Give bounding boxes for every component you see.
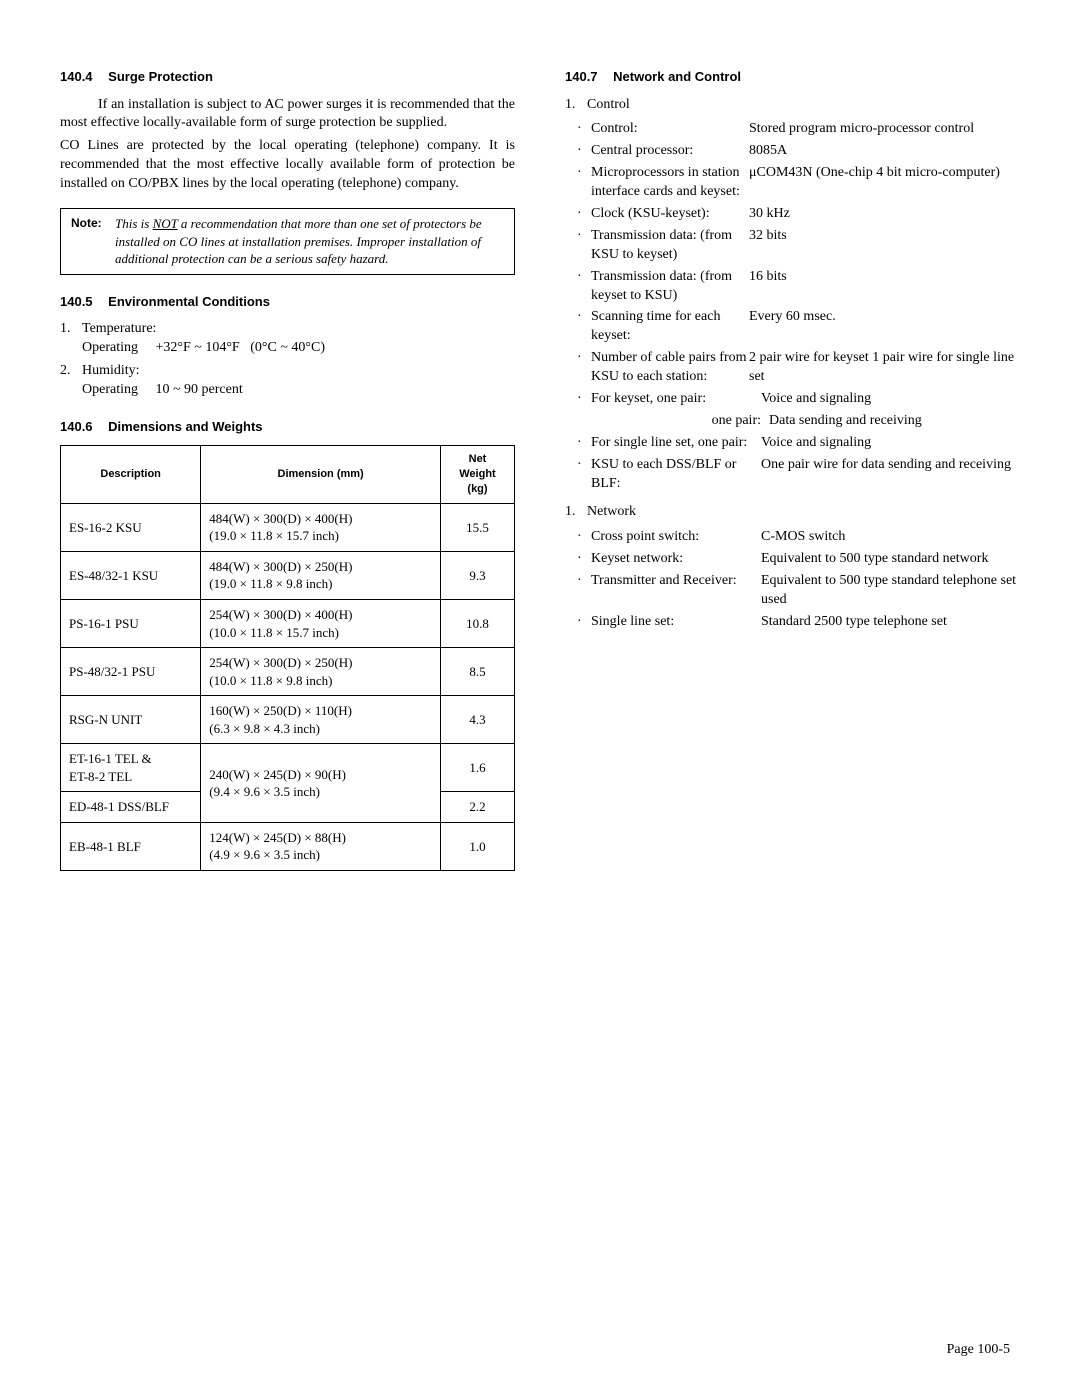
note-box: Note: This is NOT a recommendation that …: [60, 208, 515, 275]
heading-1407: 140.7 Network and Control: [565, 68, 1020, 86]
heading-1406: 140.6 Dimensions and Weights: [60, 418, 515, 436]
spec-row: ·Number of cable pairs from KSU to each …: [577, 349, 1020, 387]
left-column: 140.4 Surge Protection If an installatio…: [60, 50, 515, 871]
page-number: Page 100-5: [947, 1341, 1010, 1360]
spec-row: ·Scanning time for each keyset:Every 60 …: [577, 308, 1020, 346]
spec-row: ·Transmission data: (from keyset to KSU)…: [577, 268, 1020, 306]
section-num: 140.6: [60, 418, 93, 436]
table-row: RSG-N UNIT 160(W) × 250(D) × 110(H)(6.3 …: [61, 696, 515, 744]
heading-1404: 140.4 Surge Protection: [60, 68, 515, 86]
table-row: EB-48-1 BLF 124(W) × 245(D) × 88(H)(4.9 …: [61, 822, 515, 870]
spec-row: ·KSU to each DSS/BLF or BLF:One pair wir…: [577, 456, 1020, 494]
th-weight: Net Weight (kg): [440, 446, 514, 504]
th-dimension: Dimension (mm): [201, 446, 441, 504]
network-list: 1. Network: [565, 503, 1020, 522]
th-description: Description: [61, 446, 201, 504]
control-list: 1. Control: [565, 96, 1020, 115]
list-item: 1. Control: [565, 96, 1020, 115]
section-title: Environmental Conditions: [108, 294, 270, 309]
table-row: ET-16-1 TEL &ET-8-2 TEL 240(W) × 245(D) …: [61, 744, 515, 792]
heading-1405: 140.5 Environmental Conditions: [60, 293, 515, 311]
list-item: 1. Network: [565, 503, 1020, 522]
spec-row: ·Control:Stored program micro-processor …: [577, 120, 1020, 139]
note-label: Note:: [71, 215, 115, 268]
spec-row: one pair:Data sending and receiving: [577, 412, 1020, 431]
spec-row: ·For single line set, one pair:Voice and…: [577, 434, 1020, 453]
spec-row: ·Microprocessors in station interface ca…: [577, 164, 1020, 202]
table-row: PS-16-1 PSU 254(W) × 300(D) × 400(H)(10.…: [61, 600, 515, 648]
section-title: Dimensions and Weights: [108, 419, 262, 434]
table-header-row: Description Dimension (mm) Net Weight (k…: [61, 446, 515, 504]
spec-row: ·Single line set:Standard 2500 type tele…: [577, 613, 1020, 632]
right-column: 140.7 Network and Control 1. Control ·Co…: [565, 50, 1020, 871]
section-num: 140.5: [60, 293, 93, 311]
spec-row: ·For keyset, one pair:Voice and signalin…: [577, 390, 1020, 409]
note-text: This is NOT a recommendation that more t…: [115, 215, 504, 268]
section-num: 140.7: [565, 68, 598, 86]
para-1404-1: If an installation is subject to AC powe…: [60, 96, 515, 134]
spec-row: ·Transmission data: (from KSU to keyset)…: [577, 227, 1020, 265]
table-row: ES-48/32-1 KSU 484(W) × 300(D) × 250(H)(…: [61, 551, 515, 599]
spec-row: ·Central processor:8085A: [577, 142, 1020, 161]
section-title: Surge Protection: [108, 69, 213, 84]
spec-row: ·Clock (KSU-keyset):30 kHz: [577, 205, 1020, 224]
section-title: Network and Control: [613, 69, 741, 84]
section-num: 140.4: [60, 68, 93, 86]
list-item: 1. Temperature: Operating +32°F ~ 104°F …: [60, 320, 515, 358]
table-row: PS-48/32-1 PSU 254(W) × 300(D) × 250(H)(…: [61, 648, 515, 696]
spec-row: ·Transmitter and Receiver:Equivalent to …: [577, 572, 1020, 610]
dimensions-table: Description Dimension (mm) Net Weight (k…: [60, 445, 515, 871]
spec-row: ·Cross point switch:C-MOS switch: [577, 528, 1020, 547]
para-1404-2: CO Lines are protected by the local oper…: [60, 137, 515, 194]
table-row: ES-16-2 KSU 484(W) × 300(D) × 400(H)(19.…: [61, 503, 515, 551]
env-list: 1. Temperature: Operating +32°F ~ 104°F …: [60, 320, 515, 400]
list-item: 2. Humidity: Operating 10 ~ 90 percent: [60, 362, 515, 400]
spec-row: ·Keyset network:Equivalent to 500 type s…: [577, 550, 1020, 569]
